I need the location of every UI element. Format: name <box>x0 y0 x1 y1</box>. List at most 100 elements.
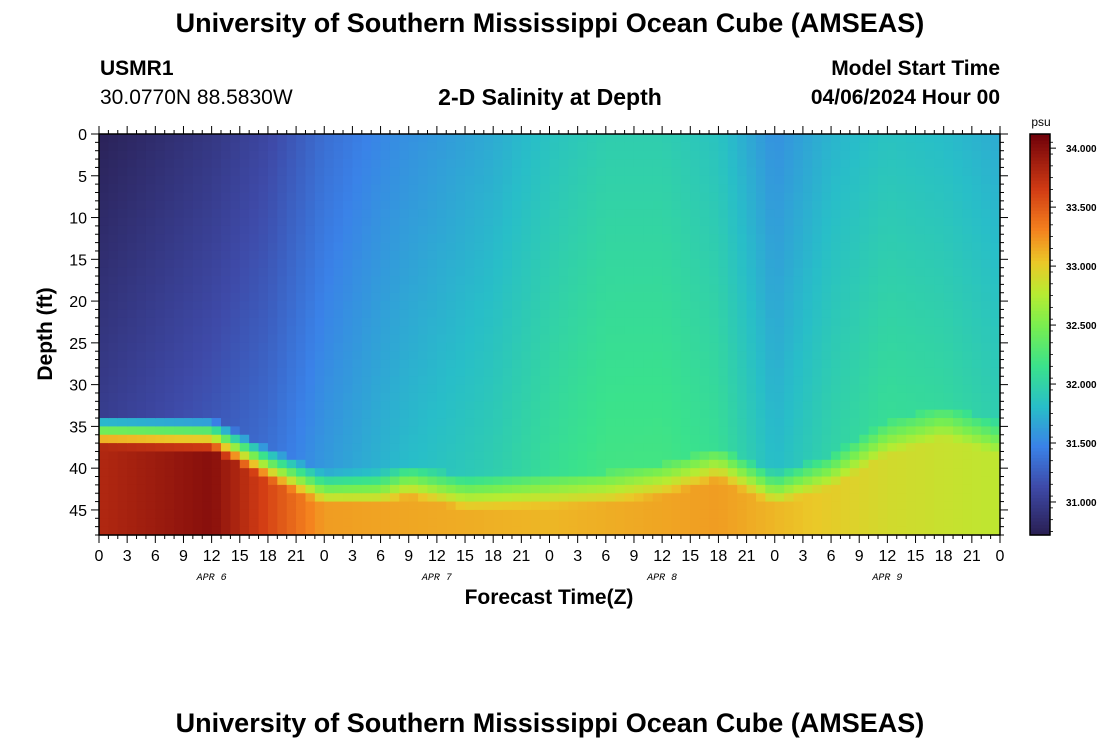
heatmap-cell <box>408 484 419 494</box>
heatmap-cell <box>662 459 673 469</box>
heatmap-cell <box>258 418 269 427</box>
heatmap-cell <box>624 142 635 152</box>
heatmap-cell <box>746 518 757 528</box>
heatmap-cell <box>868 351 879 361</box>
heatmap-cell <box>286 301 297 311</box>
heatmap-cell <box>915 267 926 277</box>
heatmap-cell <box>971 359 982 369</box>
heatmap-cell <box>436 418 447 427</box>
heatmap-cell <box>343 217 354 227</box>
heatmap-cell <box>840 401 851 411</box>
heatmap-cell <box>915 342 926 352</box>
heatmap-cell <box>643 242 654 252</box>
heatmap-cell <box>840 376 851 386</box>
heatmap-cell <box>155 150 166 160</box>
heatmap-cell <box>633 443 644 453</box>
heatmap-cell <box>784 426 795 436</box>
heatmap-cell <box>99 526 109 536</box>
heatmap-cell <box>849 301 860 311</box>
heatmap-cell <box>662 359 673 369</box>
heatmap-cell <box>793 209 804 219</box>
heatmap-cell <box>380 384 391 394</box>
heatmap-cell <box>399 292 410 302</box>
heatmap-cell <box>662 292 673 302</box>
heatmap-cell <box>164 351 175 361</box>
heatmap-cell <box>399 184 410 194</box>
heatmap-cell <box>887 175 898 185</box>
heatmap-cell <box>221 434 231 444</box>
heatmap-cell <box>230 142 241 152</box>
heatmap-cell <box>108 259 119 269</box>
heatmap-cell <box>155 250 166 260</box>
heatmap-cell <box>427 526 438 536</box>
heatmap-cell <box>577 184 588 194</box>
heatmap-cell <box>239 225 250 235</box>
heatmap-cell <box>352 192 363 202</box>
heatmap-cell <box>371 217 382 227</box>
heatmap-cell <box>737 351 748 361</box>
heatmap-cell <box>540 367 551 377</box>
heatmap-cell <box>99 326 109 336</box>
heatmap-cell <box>352 334 363 344</box>
heatmap-cell <box>164 484 175 494</box>
heatmap-cell <box>324 242 335 252</box>
heatmap-cell <box>624 317 635 327</box>
heatmap-cell <box>511 317 522 327</box>
heatmap-cell <box>887 468 898 478</box>
heatmap-cell <box>267 409 278 419</box>
heatmap-cell <box>906 317 917 327</box>
heatmap-cell <box>352 267 363 277</box>
heatmap-cell <box>314 250 325 260</box>
heatmap-cell <box>755 284 766 294</box>
heatmap-cell <box>380 192 391 202</box>
heatmap-cell <box>596 359 607 369</box>
heatmap-cell <box>286 376 297 386</box>
heatmap-cell <box>108 451 119 461</box>
heatmap-cell <box>727 476 738 486</box>
heatmap-cell <box>540 234 551 244</box>
heatmap-cell <box>305 509 316 519</box>
heatmap-cell <box>305 418 316 427</box>
heatmap-cell <box>286 392 297 402</box>
heatmap-cell <box>192 501 203 511</box>
heatmap-cell <box>493 259 504 269</box>
heatmap-cell <box>887 209 898 219</box>
heatmap-cell <box>877 359 888 369</box>
heatmap-cell <box>333 409 344 419</box>
heatmap-cell <box>117 451 128 461</box>
heatmap-cell <box>145 409 156 419</box>
heatmap-cell <box>812 443 823 453</box>
y-tick-label: 30 <box>69 378 87 395</box>
heatmap-cell <box>530 409 541 419</box>
heatmap-cell <box>755 267 766 277</box>
heatmap-cell <box>305 326 316 336</box>
heatmap-cell <box>558 526 569 536</box>
heatmap-cell <box>286 175 297 185</box>
heatmap-cell <box>174 184 185 194</box>
heatmap-cell <box>455 276 466 285</box>
heatmap-cell <box>343 167 354 177</box>
heatmap-cell <box>953 459 964 469</box>
heatmap-cell <box>877 167 888 177</box>
heatmap-cell <box>343 326 354 336</box>
heatmap-cell <box>99 468 109 478</box>
heatmap-cell <box>896 217 907 227</box>
heatmap-cell <box>887 225 898 235</box>
heatmap-cell <box>305 175 316 185</box>
heatmap-cell <box>821 142 832 152</box>
heatmap-cell <box>277 384 288 394</box>
heatmap-cell <box>465 326 476 336</box>
heatmap-cell <box>924 175 935 185</box>
heatmap-cell <box>784 518 795 528</box>
heatmap-cell <box>615 192 626 202</box>
heatmap-cell <box>690 334 701 344</box>
heatmap-cell <box>615 518 626 528</box>
heatmap-cell <box>643 451 654 461</box>
heatmap-cell <box>314 509 325 519</box>
heatmap-cell <box>174 192 185 202</box>
heatmap-cell <box>436 175 447 185</box>
heatmap-cell <box>136 351 147 361</box>
heatmap-cell <box>624 518 635 528</box>
heatmap-cell <box>821 384 832 394</box>
heatmap-cell <box>680 292 691 302</box>
